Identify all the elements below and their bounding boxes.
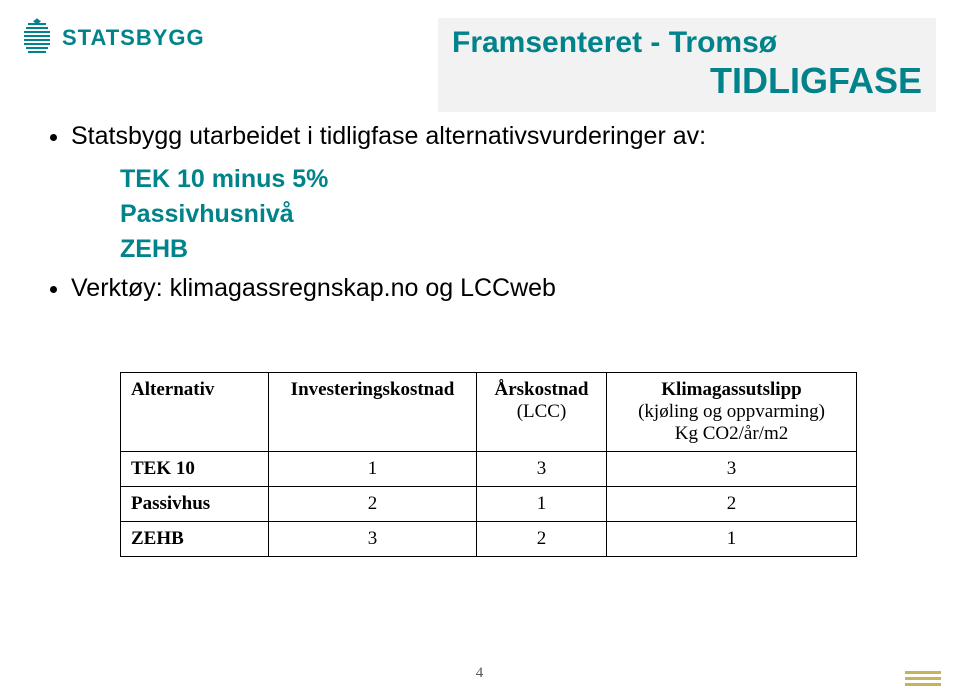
table-cell: 3 bbox=[269, 522, 477, 557]
header: STATSBYGG bbox=[22, 18, 205, 58]
table-cell: 2 bbox=[477, 522, 607, 557]
table-cell: 2 bbox=[607, 487, 857, 522]
table-header: Klimagassutslipp(kjøling og oppvarming)K… bbox=[607, 373, 857, 452]
table-cell: 1 bbox=[269, 452, 477, 487]
bullet-sublist: TEK 10 minus 5% Passivhusnivå ZEHB bbox=[120, 165, 870, 264]
bullet-subitem: ZEHB bbox=[120, 235, 870, 264]
table-rowlabel: ZEHB bbox=[121, 522, 269, 557]
table-cell: 1 bbox=[477, 487, 607, 522]
table-header-rowlabel: Alternativ bbox=[121, 373, 269, 452]
bullet-text: Statsbygg utarbeidet i tidligfase altern… bbox=[71, 122, 706, 151]
comparison-table: AlternativInvesteringskostnadÅrskostnad(… bbox=[120, 372, 857, 557]
title-banner: Framsenteret - Tromsø TIDLIGFASE bbox=[438, 18, 936, 112]
table-rowlabel: Passivhus bbox=[121, 487, 269, 522]
bullet-item: Statsbygg utarbeidet i tidligfase altern… bbox=[50, 122, 870, 151]
bullet-text: Verktøy: klimagassregnskap.no og LCCweb bbox=[71, 274, 556, 303]
bullet-dot-icon bbox=[50, 286, 57, 293]
table-cell: 3 bbox=[607, 452, 857, 487]
page-number: 4 bbox=[0, 665, 959, 682]
title-line1: Framsenteret - Tromsø bbox=[452, 26, 922, 60]
table-rowlabel: TEK 10 bbox=[121, 452, 269, 487]
bullet-subitem: TEK 10 minus 5% bbox=[120, 165, 870, 194]
table-row: ZEHB321 bbox=[121, 522, 857, 557]
logo-text: STATSBYGG bbox=[62, 25, 205, 51]
table-row: TEK 10133 bbox=[121, 452, 857, 487]
table-row: Passivhus212 bbox=[121, 487, 857, 522]
bullet-item: Verktøy: klimagassregnskap.no og LCCweb bbox=[50, 274, 870, 303]
bullet-list: Statsbygg utarbeidet i tidligfase altern… bbox=[50, 122, 870, 313]
title-line2: TIDLIGFASE bbox=[452, 60, 922, 102]
table-header: Årskostnad(LCC) bbox=[477, 373, 607, 452]
table-header: Investeringskostnad bbox=[269, 373, 477, 452]
statsbygg-crest-icon bbox=[22, 18, 52, 58]
bullet-subitem: Passivhusnivå bbox=[120, 200, 870, 229]
decorative-bars-icon bbox=[905, 671, 941, 686]
table-cell: 3 bbox=[477, 452, 607, 487]
bullet-dot-icon bbox=[50, 134, 57, 141]
table-cell: 1 bbox=[607, 522, 857, 557]
table-cell: 2 bbox=[269, 487, 477, 522]
